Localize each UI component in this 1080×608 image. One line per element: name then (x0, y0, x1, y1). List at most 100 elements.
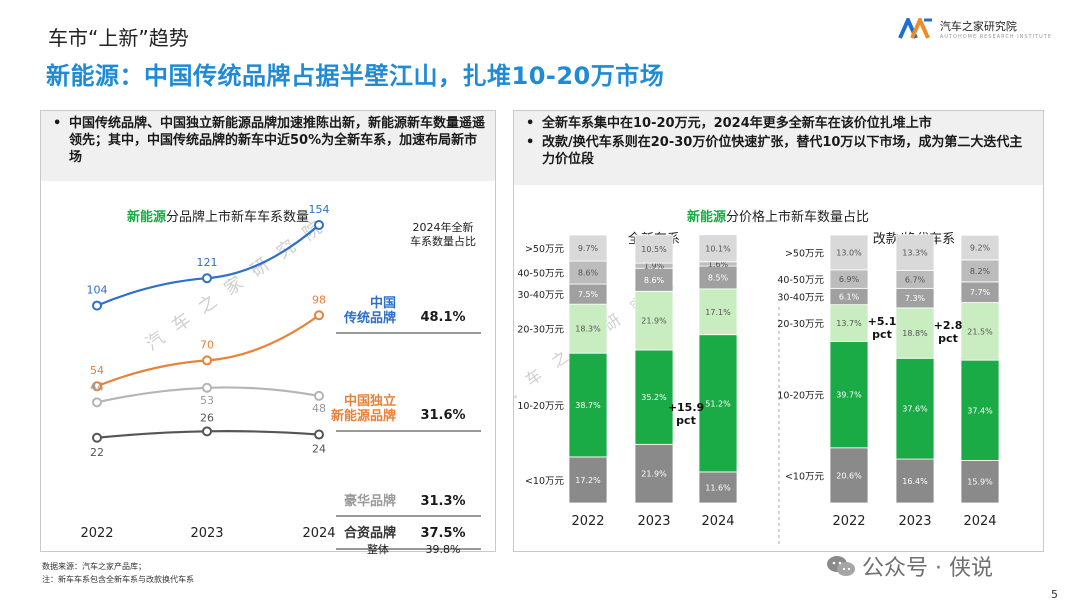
data-label: 104 (87, 284, 108, 297)
bullet-item: • 中国传统品牌、中国独立新能源品牌加速推陈出新，新能源新车数量遥遥领先；其中，… (51, 115, 485, 166)
chart-title: 新能源分品牌上市新车车系数量 (127, 209, 309, 225)
x-tick-label: 2022 (571, 514, 604, 529)
left-bullets: • 中国传统品牌、中国独立新能源品牌加速推陈出新，新能源新车数量遥遥领先；其中，… (41, 111, 495, 181)
share-value: 31.3% (420, 494, 465, 509)
bar-value-label: 17.2% (575, 476, 601, 485)
band-label: >50万元 (785, 248, 825, 259)
bar-segment (698, 234, 738, 263)
bullet-item: • 改款/换代车系则在20-30万价位快速扩张，替代10万以下市场，成为第二大迭… (524, 134, 1033, 168)
bar-value-label: 6.7% (905, 275, 926, 284)
bar-segment (829, 340, 869, 449)
bar-segment (829, 447, 869, 504)
bullet-dot-icon: • (526, 116, 535, 131)
data-label: 53 (200, 394, 214, 407)
data-point (314, 310, 324, 321)
left-panel: • 中国传统品牌、中国独立新能源品牌加速推陈出新，新能源新车数量遥遥领先；其中，… (40, 110, 496, 556)
right-panel: • 全新车系集中在10-20万元，2024年更多全新车在该价位扎堆上市 • 改款… (495, 110, 1044, 552)
bullet-text: 全新车系集中在10-20万元，2024年更多全新车在该价位扎堆上市 (542, 116, 932, 131)
bar-value-label: 7.7% (970, 288, 991, 297)
band-label: >50万元 (525, 244, 565, 255)
data-point (202, 382, 212, 393)
data-label: 121 (197, 256, 218, 269)
bar-value-label: 9.7% (578, 244, 599, 253)
band-label: 20-30万元 (517, 325, 564, 336)
bullet-text: 中国传统品牌、中国独立新能源品牌加速推陈出新，新能源新车数量遥遥领先；其中，中国… (69, 116, 486, 165)
bar-value-label: 1.9% (644, 262, 665, 271)
overall-label: 整体 (367, 542, 389, 556)
x-tick-label: 2024 (701, 514, 734, 529)
bullet-dot-icon: • (53, 116, 62, 131)
bullet-text: 改款/换代车系则在20-30万价位快速扩张，替代10万以下市场，成为第二大迭代主… (542, 135, 1023, 167)
bar-value-label: 8.2% (970, 267, 991, 276)
autohome-logo-icon (898, 18, 932, 39)
bar-segment (568, 352, 608, 458)
data-point (92, 397, 102, 408)
bar-segment (829, 234, 869, 271)
wechat-watermark: 公众号 · 侠说 (826, 550, 993, 582)
bar-value-label: 7.3% (905, 294, 926, 303)
band-label: 40-50万元 (777, 275, 824, 286)
band-label: 30-40万元 (517, 290, 564, 301)
bar-value-label: 15.9% (967, 478, 993, 487)
band-label: 10-20万元 (517, 401, 564, 412)
chart-title: 新能源分价格上市新车数量占比 (687, 209, 869, 225)
bar-value-label: 11.6% (705, 483, 731, 492)
data-label: 26 (200, 411, 214, 424)
bar-segment (634, 234, 674, 264)
bar-segment (895, 458, 935, 504)
bar-value-label: 38.7% (575, 401, 601, 410)
bullet-dot-icon: • (526, 135, 535, 150)
band-label: 20-30万元 (777, 319, 824, 330)
stacked-bar-chart: 汽车之家研究院新能源分价格上市新车数量占比全新车系17.2%38.7%18.3%… (495, 209, 1000, 545)
bar-value-label: 8.5% (708, 273, 729, 282)
page-number: 5 (1051, 588, 1058, 601)
x-tick-label: 2024 (302, 526, 335, 541)
bar-value-label: 17.1% (705, 308, 731, 317)
footnote-note: 注：新车车系包含全新车系与改款换代车系 (42, 575, 194, 584)
bar-value-label: 18.3% (575, 325, 601, 334)
change-annotation: +2.8 pct (934, 319, 963, 345)
bar-segment (568, 234, 608, 262)
bar-segment (895, 357, 935, 460)
change-annotation: +15.9 pct (668, 401, 704, 427)
band-label: 30-40万元 (777, 293, 824, 304)
bullet-item: • 全新车系集中在10-20万元，2024年更多全新车在该价位扎堆上市 (524, 115, 1033, 132)
series-name: 中国独立新能源品牌 (331, 393, 396, 424)
bar-value-label: 21.9% (641, 470, 667, 479)
wechat-label: 公众号 · 侠说 (862, 556, 993, 581)
bar-value-label: 21.9% (641, 317, 667, 326)
bar-value-label: 35.2% (641, 393, 667, 402)
bar-segment (698, 471, 738, 504)
overall-share: 39.8% (426, 543, 461, 556)
share-value: 48.1% (420, 310, 465, 325)
data-label: 22 (90, 446, 104, 459)
side-header: 2024年全新车系数量占比 (410, 220, 476, 248)
bar-value-label: 8.6% (644, 276, 665, 285)
bar-value-label: 18.8% (902, 329, 928, 338)
footnotes: 数据来源：汽车之家产品库； 注：新车车系包含全新车系与改款换代车系 (42, 560, 194, 586)
bar-value-label: 16.4% (902, 477, 928, 486)
bar-value-label: 8.6% (578, 269, 599, 278)
data-label: 54 (90, 364, 104, 377)
brand-name: 汽车之家研究院 (939, 20, 1017, 33)
bar-value-label: 37.6% (902, 405, 928, 414)
data-point (202, 426, 212, 437)
share-value: 37.5% (420, 526, 465, 541)
share-value: 31.6% (420, 408, 465, 423)
data-label: 154 (309, 203, 330, 216)
series-name: 合资品牌 (344, 525, 396, 541)
x-tick-label: 2024 (963, 514, 996, 529)
bar-value-label: 39.7% (836, 391, 862, 400)
bar-value-label: 51.2% (705, 399, 731, 408)
bar-segment (960, 459, 1000, 504)
bar-value-label: 7.5% (578, 290, 599, 299)
bar-value-label: 6.9% (839, 275, 860, 284)
data-point (314, 220, 324, 230)
data-point (92, 432, 102, 443)
x-tick-label: 2023 (190, 526, 223, 541)
x-tick-label: 2022 (80, 526, 113, 541)
series-name: 豪华品牌 (344, 493, 396, 509)
data-label: 70 (200, 338, 214, 351)
bar-segment (895, 234, 935, 271)
